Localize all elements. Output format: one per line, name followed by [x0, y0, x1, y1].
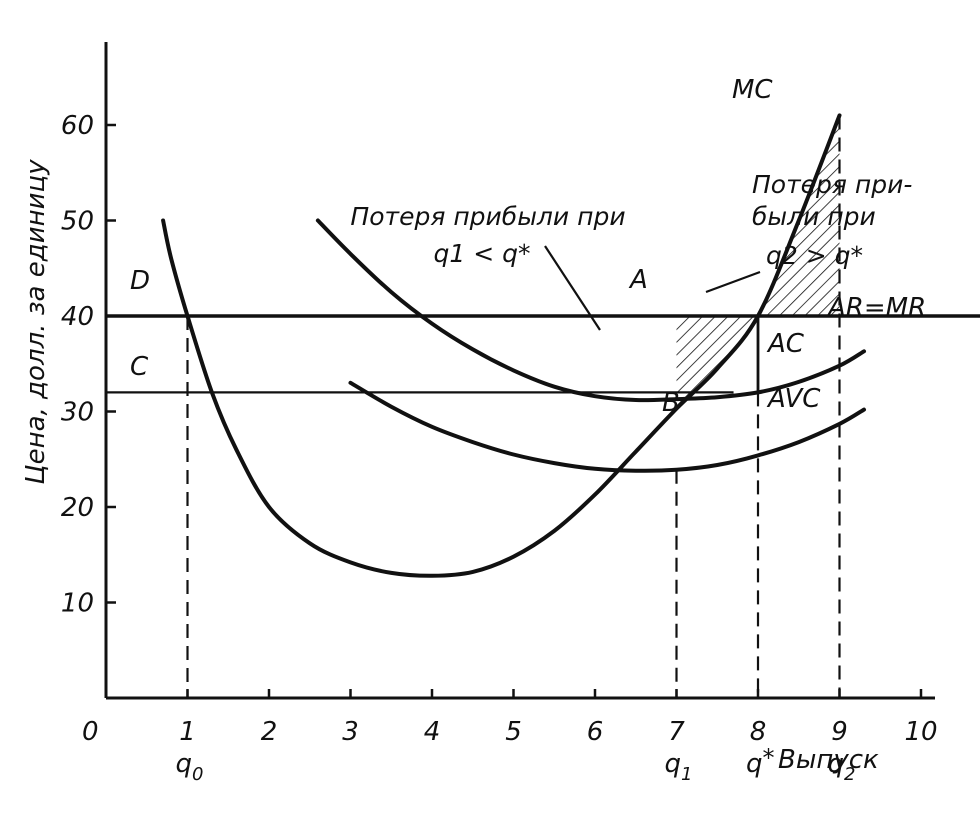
c-label: C: [130, 352, 149, 382]
ar-mr-label: AR=MR: [826, 293, 926, 323]
quantity-label-9: q2: [828, 749, 856, 785]
quantity-label-1: q0: [176, 749, 204, 785]
x-tick-label-4: 4: [424, 717, 441, 747]
y-axis-ticks: 10 20 30 40 50 60: [61, 111, 116, 619]
point-a-label: A: [628, 265, 648, 295]
quantity-label-8: q*: [746, 744, 775, 779]
pointer-right-annotation: [705, 270, 761, 294]
note-right-line-3: q2 > q*: [766, 241, 863, 270]
x-tick-label-5: 5: [505, 717, 522, 747]
mc-label: MC: [732, 75, 773, 105]
avc-curve: [348, 380, 866, 473]
x-tick-label-10: 10: [904, 717, 937, 747]
point-b-label: B: [662, 388, 680, 418]
x-tick-label-3: 3: [342, 717, 359, 747]
ac-label: AC: [766, 329, 805, 359]
ac-curve: [315, 218, 866, 403]
x-tick-label-1: 1: [179, 717, 196, 747]
x-tick-label-2: 2: [261, 717, 278, 747]
y-tick-label-30: 30: [61, 398, 94, 428]
x-tick-label-9: 9: [831, 717, 848, 747]
x-axis-ticks: 1234567891011: [179, 689, 938, 747]
note-left-line-1: Потеря прибыли при: [350, 202, 625, 231]
note-right-line-2: были при: [752, 202, 876, 231]
origin-label: 0: [82, 717, 99, 747]
y-tick-label-20: 20: [61, 493, 94, 523]
y-tick-label-10: 10: [61, 589, 94, 619]
d-label: D: [130, 266, 150, 296]
mc-curve: [161, 113, 842, 578]
quantity-verticals: [186, 115, 841, 698]
x-axis-label: Выпуск: [778, 745, 879, 775]
x-tick-label-6: 6: [587, 717, 604, 747]
note-left-line-2: q1 < q*: [434, 239, 531, 268]
profit-loss-area-right: [758, 115, 840, 316]
x-tick-label-7: 7: [668, 717, 685, 747]
x-tick-label-8: 8: [750, 717, 767, 747]
profit-loss-area-left: [676, 316, 758, 409]
y-tick-label-60: 60: [61, 111, 94, 141]
y-tick-label-50: 50: [61, 207, 94, 237]
pointer-left-annotation: [544, 245, 601, 331]
y-axis-label: Цена, долл. за единицу: [21, 159, 51, 485]
quantity-label-7: q1: [665, 749, 693, 785]
note-right-line-1: Потеря при-: [752, 170, 912, 199]
y-tick-label-40: 40: [61, 302, 94, 332]
quantity-labels: q0 q1 q* q2: [176, 744, 856, 785]
avc-label: AVC: [766, 384, 821, 414]
